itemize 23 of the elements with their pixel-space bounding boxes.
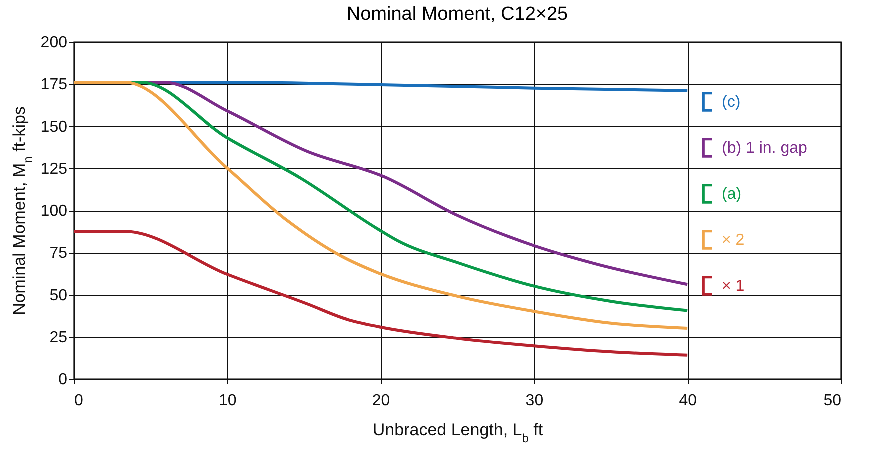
y-tick-label: 25 [50, 329, 68, 346]
legend-label: × 1 [722, 278, 745, 295]
x-tick-label: 10 [219, 392, 237, 410]
y-tick-label: 175 [40, 76, 68, 94]
x-tick-label: 30 [526, 392, 544, 410]
y-tick-label: 50 [50, 287, 68, 304]
x-tick-label: 50 [824, 392, 842, 410]
y-tick-label: 75 [50, 245, 68, 262]
line-series [72, 230, 690, 357]
chart-title: Nominal Moment, C12×25 [346, 4, 568, 25]
x-tick-label: 20 [372, 392, 390, 410]
y-tick-label: 0 [58, 372, 68, 388]
legend-label: (c) [722, 94, 741, 111]
x-tick-label: 40 [679, 392, 698, 410]
y-tick-label: 100 [40, 203, 68, 220]
y-tick-label: 125 [40, 160, 68, 178]
legend-label: × 2 [722, 232, 745, 249]
legend-label: (a) [722, 186, 742, 203]
x-tick-label: 0 [74, 392, 84, 410]
x-axis-title: Unbraced Length, L$_{b}$ ft [372, 420, 544, 446]
y-tick-label: 200 [40, 34, 68, 52]
y-tick-label: 150 [40, 118, 68, 136]
legend-label: (b) 1 in. gap [722, 140, 808, 157]
